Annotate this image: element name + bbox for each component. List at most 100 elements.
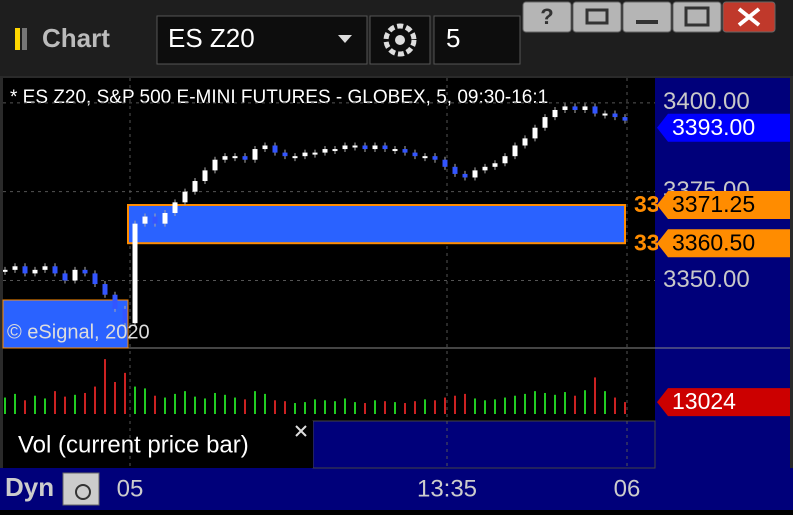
window-title: Chart bbox=[42, 23, 110, 53]
candle bbox=[212, 159, 218, 171]
help-icon[interactable]: ? bbox=[540, 4, 553, 29]
volume-bar bbox=[304, 402, 306, 414]
volume-bar bbox=[364, 403, 366, 414]
volume-bar bbox=[554, 394, 556, 414]
minimize-icon[interactable] bbox=[636, 20, 658, 24]
volume-bar bbox=[474, 398, 476, 414]
candle bbox=[532, 127, 538, 139]
x-tick-label: 13:35 bbox=[417, 475, 477, 502]
watermark: © eSignal, 2020 bbox=[7, 321, 150, 343]
close-icon[interactable] bbox=[737, 7, 761, 27]
price-tag bbox=[657, 388, 790, 417]
volume-bar bbox=[54, 391, 56, 414]
interval[interactable]: 5 bbox=[446, 23, 460, 53]
maximize-icon[interactable] bbox=[684, 6, 710, 27]
candle bbox=[422, 156, 428, 159]
candle bbox=[452, 166, 458, 174]
candle bbox=[512, 145, 518, 157]
candle bbox=[392, 149, 398, 152]
volume-bar bbox=[214, 392, 216, 414]
legend-close-icon[interactable] bbox=[295, 425, 307, 437]
volume-bar bbox=[604, 391, 606, 414]
volume-bar bbox=[624, 402, 626, 414]
volume-bar bbox=[564, 392, 566, 414]
volume-bar bbox=[414, 401, 416, 414]
candle bbox=[272, 145, 278, 153]
volume-bar bbox=[464, 393, 466, 414]
volume-legend: Vol (current price bar) bbox=[18, 431, 249, 458]
candle bbox=[492, 163, 498, 167]
dropdown-arrow[interactable] bbox=[338, 35, 352, 43]
volume-bar bbox=[184, 391, 186, 414]
lock-button[interactable] bbox=[62, 472, 100, 506]
volume-bar bbox=[394, 402, 396, 414]
x-tick-label: 06 bbox=[614, 475, 641, 502]
candle bbox=[222, 156, 228, 160]
lock-icon[interactable] bbox=[75, 484, 91, 500]
volume-bar bbox=[154, 395, 156, 414]
volume-bar bbox=[354, 402, 356, 414]
volume-bar bbox=[494, 399, 496, 414]
candle bbox=[522, 138, 528, 146]
volume-bar bbox=[24, 400, 26, 414]
interval-box[interactable] bbox=[433, 15, 521, 65]
volume-bar bbox=[94, 386, 96, 414]
candle bbox=[372, 145, 378, 150]
candle bbox=[192, 181, 198, 192]
candle bbox=[352, 145, 358, 148]
candle bbox=[382, 145, 388, 150]
volume-bar bbox=[444, 397, 446, 414]
scale-mode[interactable]: Dyn bbox=[5, 472, 54, 502]
restore-icon[interactable] bbox=[585, 8, 609, 25]
volume-bar bbox=[614, 397, 616, 414]
restore-button[interactable] bbox=[572, 1, 622, 33]
volume-bar bbox=[64, 396, 66, 414]
volume-bar bbox=[244, 399, 246, 414]
symbol-box[interactable] bbox=[156, 15, 368, 65]
candle bbox=[122, 308, 128, 324]
candle bbox=[572, 106, 578, 110]
volume-bar bbox=[504, 397, 506, 414]
symbol[interactable]: ES Z20 bbox=[168, 23, 255, 53]
volume-bar bbox=[134, 386, 136, 414]
volume-bar bbox=[174, 393, 176, 414]
volume-bar bbox=[144, 388, 146, 414]
volume-bar bbox=[34, 395, 36, 414]
volume-bar bbox=[254, 391, 256, 414]
volume-bar bbox=[14, 393, 16, 414]
candle bbox=[162, 213, 168, 224]
plot-area bbox=[3, 78, 655, 468]
volume-bar bbox=[294, 403, 296, 414]
gear-icon[interactable] bbox=[395, 35, 405, 45]
candle bbox=[252, 149, 258, 160]
volume-bar bbox=[324, 400, 326, 414]
candle bbox=[82, 269, 88, 274]
volume-bar bbox=[44, 398, 46, 414]
candle bbox=[172, 202, 178, 213]
candle bbox=[102, 284, 108, 295]
candle bbox=[432, 156, 438, 160]
candle bbox=[592, 106, 598, 114]
candles bbox=[3, 103, 628, 327]
volume-bar bbox=[274, 400, 276, 414]
volume-bar bbox=[194, 396, 196, 414]
candle bbox=[182, 191, 188, 203]
candle bbox=[482, 166, 488, 171]
candle bbox=[342, 145, 348, 150]
candle bbox=[72, 269, 78, 281]
prior-zone bbox=[2, 299, 129, 349]
minimize-button[interactable] bbox=[622, 1, 672, 33]
volume-legend-area bbox=[312, 420, 656, 469]
x-tick-label: 05 bbox=[117, 475, 144, 502]
candle bbox=[3, 269, 8, 272]
gear-icon[interactable] bbox=[383, 23, 417, 57]
volume-bar bbox=[124, 372, 126, 414]
volume-bar bbox=[404, 403, 406, 414]
help-button[interactable] bbox=[522, 1, 572, 33]
volume-bar bbox=[314, 399, 316, 414]
volume-bar bbox=[574, 395, 576, 414]
candle bbox=[132, 223, 138, 324]
volume-bar bbox=[284, 401, 286, 414]
